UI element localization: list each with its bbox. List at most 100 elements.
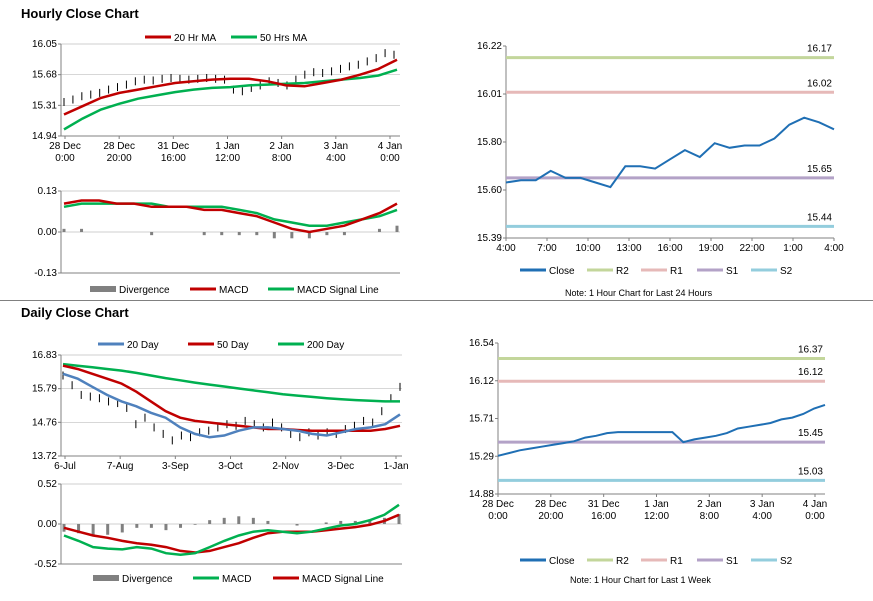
daily-macd-macd-line	[63, 503, 400, 557]
daily-price-y-tick-label: 13.72	[32, 451, 57, 462]
hourly-macd-signal-line	[63, 202, 398, 227]
daily-price-ma200-line	[62, 362, 400, 403]
hourly-pivot-level-label: 16.02	[807, 78, 832, 89]
daily-pivot-x-tick-label: 28 Dec	[482, 499, 514, 510]
hourly-price-x-tick-label: 12:00	[215, 153, 240, 164]
daily-pivot-y-tick-label: 16.12	[469, 376, 494, 387]
daily-price-legend-label: 200 Day	[307, 340, 344, 351]
daily-price-legend-label: 20 Day	[127, 340, 159, 351]
hourly-price-x-tick-label: 16:00	[161, 153, 186, 164]
hourly-macd-macd-line	[63, 199, 398, 234]
daily-pivot-level-label: 15.45	[798, 428, 823, 439]
daily-section-title: Daily Close Chart	[21, 305, 129, 320]
hourly-pivot-level-label: 15.65	[807, 164, 832, 175]
daily-pivot-x-tick-label: 3 Jan	[750, 499, 774, 510]
hourly-macd-legend-label: MACD Signal Line	[297, 285, 379, 296]
daily-price-ma20-line	[62, 372, 401, 439]
hourly-price-x-tick-label: 0:00	[380, 153, 400, 164]
hourly-price-x-tick-label: 1 Jan	[215, 141, 239, 152]
hourly-macd-legend-label: Divergence	[119, 285, 170, 296]
daily-price-y-tick-label: 15.79	[32, 384, 57, 395]
hourly-pivot-x-tick-label: 7:00	[537, 243, 557, 254]
hourly-pivot-legend-label: R1	[670, 266, 683, 277]
daily-pivot-x-tick-label: 4 Jan	[803, 499, 827, 510]
hourly-price-y-tick-label: 15.68	[32, 70, 57, 81]
daily-pivot-legend-label: S1	[726, 556, 739, 567]
hourly-macd-y-tick-label: 0.00	[38, 227, 58, 238]
daily-pivot-x-tick-label: 0:00	[805, 511, 825, 522]
daily-pivot-y-tick-label: 16.54	[469, 338, 494, 349]
hourly-pivot-close-line	[505, 116, 835, 189]
hourly-pivot-x-tick-label: 22:00	[739, 243, 764, 254]
hourly-pivot-x-tick-label: 1:00	[783, 243, 803, 254]
hourly-price-legend-label: 20 Hr MA	[174, 33, 217, 44]
hourly-pivot-y-tick-label: 15.39	[477, 233, 502, 244]
hourly-macd-legend-label: MACD	[219, 285, 248, 296]
daily-pivot-x-tick-label: 8:00	[700, 511, 720, 522]
hourly-price-y-tick-label: 14.94	[32, 131, 57, 142]
daily-price-x-tick-label: 1-Jan	[383, 461, 408, 472]
hourly-pivot-legend-label: S1	[726, 266, 739, 277]
hourly-price-x-tick-label: 31 Dec	[157, 141, 189, 152]
daily-price-x-tick-label: 2-Nov	[272, 461, 299, 472]
hourly-pivot-x-tick-label: 13:00	[616, 243, 641, 254]
daily-pivot-x-tick-label: 31 Dec	[588, 499, 620, 510]
daily-price-y-tick-label: 16.83	[32, 350, 57, 361]
daily-pivot-y-tick-label: 15.71	[469, 414, 494, 425]
hourly-pivot-y-tick-label: 16.22	[477, 41, 502, 52]
hourly-pivot-y-tick-label: 15.60	[477, 185, 502, 196]
daily-pivot-y-tick-label: 14.88	[469, 489, 494, 500]
hourly-pivot-note: Note: 1 Hour Chart for Last 24 Hours	[565, 288, 713, 298]
daily-pivot-level-label: 16.37	[798, 344, 823, 355]
hourly-pivot-x-tick-label: 4:00	[824, 243, 844, 254]
hourly-pivot-x-tick-label: 19:00	[698, 243, 723, 254]
daily-pivot-legend-label: R1	[670, 556, 683, 567]
hourly-macd-y-tick-label: 0.13	[38, 186, 58, 197]
daily-pivot-legend-label: R2	[616, 556, 629, 567]
hourly-price-x-tick-label: 4:00	[326, 153, 346, 164]
daily-macd-legend-label: MACD Signal Line	[302, 574, 384, 585]
hourly-price-legend-label: 50 Hrs MA	[260, 33, 308, 44]
hourly-pivot-level-label: 15.44	[807, 212, 832, 223]
hourly-price-x-tick-label: 3 Jan	[324, 141, 348, 152]
daily-pivot-y-tick-label: 15.29	[469, 451, 494, 462]
daily-macd-y-tick-label: -0.52	[34, 559, 57, 570]
hourly-pivot-x-tick-label: 16:00	[657, 243, 682, 254]
daily-pivot-x-tick-label: 4:00	[752, 511, 772, 522]
daily-price-legend-label: 50 Day	[217, 340, 249, 351]
daily-pivot-x-tick-label: 20:00	[538, 511, 563, 522]
daily-pivot-level-label: 15.03	[798, 466, 823, 477]
daily-pivot-x-tick-label: 0:00	[488, 511, 508, 522]
daily-price-y-tick-label: 14.76	[32, 417, 57, 428]
hourly-pivot-y-tick-label: 15.80	[477, 137, 502, 148]
daily-pivot-x-tick-label: 12:00	[644, 511, 669, 522]
hourly-price-x-tick-label: 4 Jan	[378, 141, 402, 152]
daily-pivot-x-tick-label: 1 Jan	[644, 499, 668, 510]
daily-macd-y-tick-label: 0.00	[38, 519, 58, 530]
daily-macd-legend-label: Divergence	[122, 574, 173, 585]
daily-pivot-x-tick-label: 16:00	[591, 511, 616, 522]
hourly-section-title: Hourly Close Chart	[21, 6, 139, 21]
hourly-pivot-level-label: 16.17	[807, 44, 832, 55]
daily-pivot-level-label: 16.12	[798, 367, 823, 378]
hourly-pivot-legend-label: R2	[616, 266, 629, 277]
daily-price-x-tick-label: 3-Sep	[162, 461, 189, 472]
daily-pivot-legend-label: Close	[549, 556, 575, 567]
daily-price-x-tick-label: 6-Jul	[54, 461, 76, 472]
hourly-price-x-tick-label: 0:00	[55, 153, 75, 164]
hourly-price-x-tick-label: 8:00	[272, 153, 292, 164]
daily-price-x-tick-label: 3-Oct	[218, 461, 243, 472]
hourly-macd-y-tick-label: -0.13	[34, 268, 57, 279]
daily-price-x-tick-label: 3-Dec	[327, 461, 354, 472]
hourly-price-x-tick-label: 28 Dec	[49, 141, 81, 152]
hourly-pivot-x-tick-label: 4:00	[496, 243, 516, 254]
daily-macd-signal-line	[63, 513, 400, 554]
hourly-pivot-legend-label: S2	[780, 266, 793, 277]
daily-macd-legend-label: MACD	[222, 574, 251, 585]
daily-pivot-legend-label: S2	[780, 556, 793, 567]
hourly-price-x-tick-label: 2 Jan	[269, 141, 293, 152]
daily-pivot-note: Note: 1 Hour Chart for Last 1 Week	[570, 575, 711, 585]
hourly-price-y-tick-label: 15.31	[32, 100, 57, 111]
hourly-price-x-tick-label: 20:00	[107, 153, 132, 164]
